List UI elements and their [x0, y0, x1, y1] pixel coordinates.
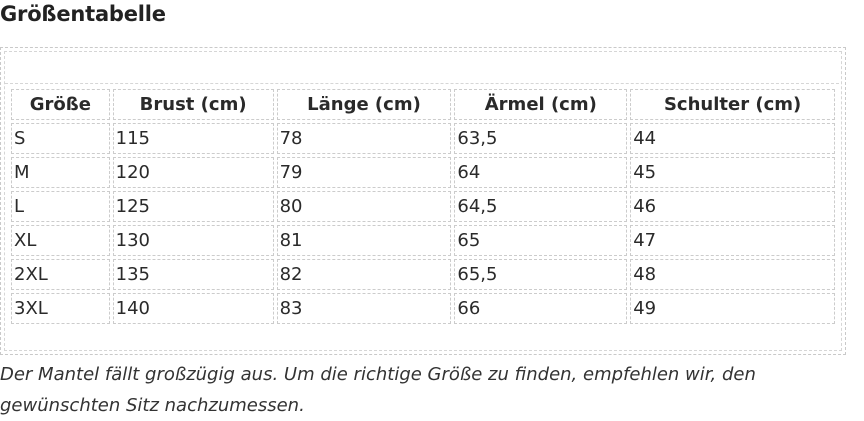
cell-sleeve: 65,5 — [454, 259, 628, 290]
cell-shoulder: 46 — [630, 191, 835, 222]
cell-sleeve: 64 — [454, 157, 628, 188]
cell-shoulder: 49 — [630, 293, 835, 324]
table-row: 2XL 135 82 65,5 48 — [11, 259, 835, 290]
page-title: Größentabelle — [0, 2, 166, 26]
cell-chest: 120 — [112, 157, 274, 188]
cell-sleeve: 64,5 — [454, 191, 628, 222]
cell-size: XL — [11, 225, 110, 256]
cell-shoulder: 48 — [630, 259, 835, 290]
column-header-length: Länge (cm) — [276, 89, 452, 120]
cell-chest: 130 — [112, 225, 274, 256]
cell-size: S — [11, 123, 110, 154]
cell-sleeve: 66 — [454, 293, 628, 324]
table-row: XL 130 81 65 47 — [11, 225, 835, 256]
cell-length: 80 — [276, 191, 452, 222]
size-table: Größe Brust (cm) Länge (cm) Ärmel (cm) S… — [8, 86, 838, 327]
fit-note: Der Mantel fällt großzügig aus. Um die r… — [0, 364, 756, 416]
cell-shoulder: 45 — [630, 157, 835, 188]
cell-length: 82 — [276, 259, 452, 290]
column-header-shoulder: Schulter (cm) — [630, 89, 835, 120]
size-table-inner-frame — [4, 51, 842, 351]
column-header-chest: Brust (cm) — [112, 89, 274, 120]
cell-shoulder: 44 — [630, 123, 835, 154]
cell-size: 3XL — [11, 293, 110, 324]
cell-chest: 135 — [112, 259, 274, 290]
cell-size: M — [11, 157, 110, 188]
cell-sleeve: 63,5 — [454, 123, 628, 154]
cell-chest: 140 — [112, 293, 274, 324]
cell-length: 79 — [276, 157, 452, 188]
table-row: M 120 79 64 45 — [11, 157, 835, 188]
cell-length: 78 — [276, 123, 452, 154]
column-header-sleeve: Ärmel (cm) — [454, 89, 628, 120]
cell-size: 2XL — [11, 259, 110, 290]
cell-chest: 125 — [112, 191, 274, 222]
cell-shoulder: 47 — [630, 225, 835, 256]
cell-chest: 115 — [112, 123, 274, 154]
cell-sleeve: 65 — [454, 225, 628, 256]
size-table-caption-row — [5, 52, 839, 84]
column-header-size: Größe — [11, 89, 110, 120]
table-row: 3XL 140 83 66 49 — [11, 293, 835, 324]
table-row: L 125 80 64,5 46 — [11, 191, 835, 222]
cell-length: 83 — [276, 293, 452, 324]
cell-length: 81 — [276, 225, 452, 256]
table-row: S 115 78 63,5 44 — [11, 123, 835, 154]
size-table-frame: Größe Brust (cm) Länge (cm) Ärmel (cm) S… — [0, 47, 846, 355]
table-header-row: Größe Brust (cm) Länge (cm) Ärmel (cm) S… — [11, 89, 835, 120]
cell-size: L — [11, 191, 110, 222]
